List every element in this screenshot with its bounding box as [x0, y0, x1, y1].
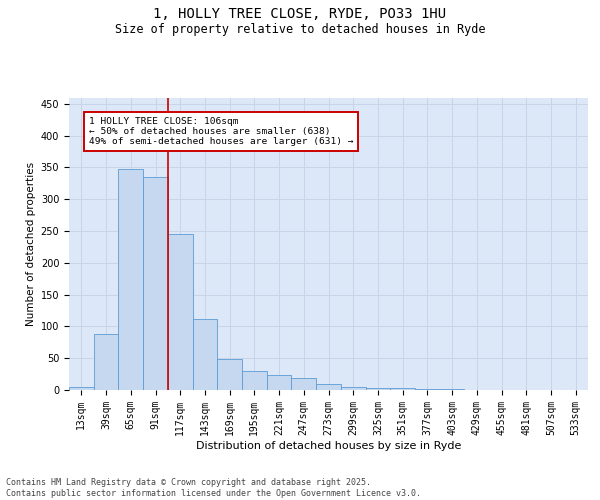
Bar: [292, 378, 316, 390]
Bar: [267, 374, 292, 390]
Text: 1, HOLLY TREE CLOSE, RYDE, PO33 1HU: 1, HOLLY TREE CLOSE, RYDE, PO33 1HU: [154, 8, 446, 22]
Bar: [193, 319, 217, 390]
Text: Contains HM Land Registry data © Crown copyright and database right 2025.
Contai: Contains HM Land Registry data © Crown c…: [6, 478, 421, 498]
Bar: [217, 359, 242, 390]
Bar: [390, 388, 415, 390]
Bar: [118, 168, 143, 390]
Bar: [69, 387, 94, 390]
Bar: [168, 234, 193, 390]
Text: 1 HOLLY TREE CLOSE: 106sqm
← 50% of detached houses are smaller (638)
49% of sem: 1 HOLLY TREE CLOSE: 106sqm ← 50% of deta…: [89, 116, 353, 146]
Bar: [365, 388, 390, 390]
Y-axis label: Number of detached properties: Number of detached properties: [26, 162, 37, 326]
Bar: [143, 177, 168, 390]
Bar: [242, 371, 267, 390]
Bar: [341, 388, 365, 390]
Bar: [94, 334, 118, 390]
Bar: [316, 384, 341, 390]
X-axis label: Distribution of detached houses by size in Ryde: Distribution of detached houses by size …: [196, 440, 461, 450]
Bar: [415, 388, 440, 390]
Text: Size of property relative to detached houses in Ryde: Size of property relative to detached ho…: [115, 22, 485, 36]
